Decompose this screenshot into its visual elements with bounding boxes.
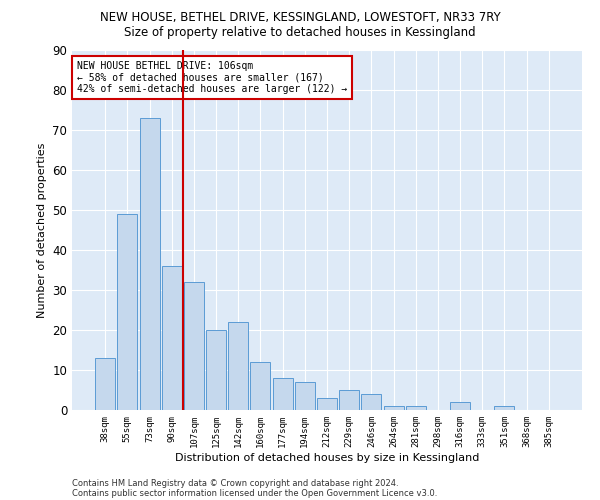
Bar [184, 282, 204, 410]
Text: Size of property relative to detached houses in Kessingland: Size of property relative to detached ho… [124, 26, 476, 39]
Text: NEW HOUSE BETHEL DRIVE: 106sqm
← 58% of detached houses are smaller (167)
42% of: NEW HOUSE BETHEL DRIVE: 106sqm ← 58% of … [77, 61, 347, 94]
Bar [317, 398, 337, 410]
Y-axis label: Number of detached properties: Number of detached properties [37, 142, 47, 318]
Bar [162, 266, 182, 410]
Text: NEW HOUSE, BETHEL DRIVE, KESSINGLAND, LOWESTOFT, NR33 7RY: NEW HOUSE, BETHEL DRIVE, KESSINGLAND, LO… [100, 11, 500, 24]
Bar [494, 406, 514, 410]
Bar [361, 394, 382, 410]
Bar [95, 358, 115, 410]
X-axis label: Distribution of detached houses by size in Kessingland: Distribution of detached houses by size … [175, 452, 479, 462]
Bar [383, 406, 404, 410]
Text: Contains public sector information licensed under the Open Government Licence v3: Contains public sector information licen… [72, 488, 437, 498]
Bar [450, 402, 470, 410]
Bar [406, 406, 426, 410]
Bar [295, 382, 315, 410]
Bar [250, 362, 271, 410]
Bar [228, 322, 248, 410]
Bar [118, 214, 137, 410]
Bar [339, 390, 359, 410]
Bar [272, 378, 293, 410]
Bar [140, 118, 160, 410]
Text: Contains HM Land Registry data © Crown copyright and database right 2024.: Contains HM Land Registry data © Crown c… [72, 478, 398, 488]
Bar [206, 330, 226, 410]
